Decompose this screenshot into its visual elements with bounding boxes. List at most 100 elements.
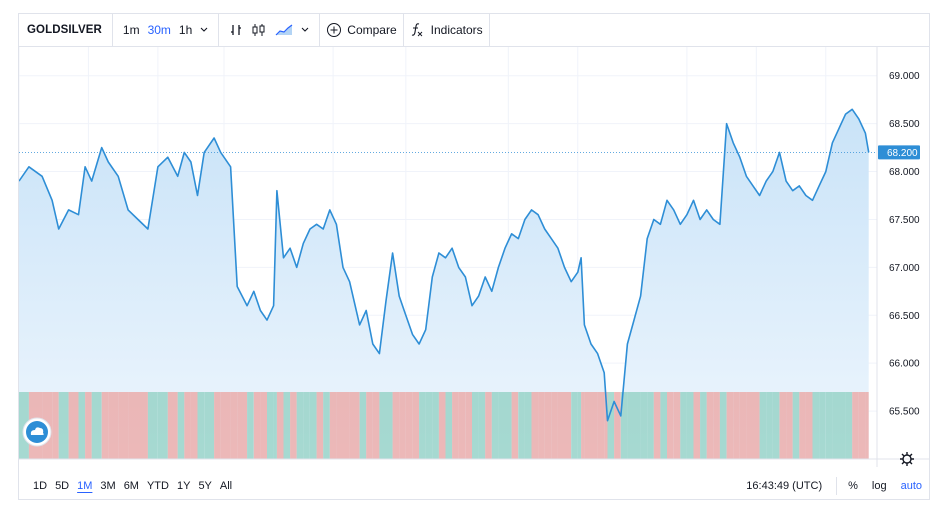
volume-bar: [366, 392, 373, 459]
volume-bar: [498, 392, 505, 459]
volume-bar: [19, 392, 29, 459]
log-toggle[interactable]: log: [871, 480, 887, 492]
interval-1m[interactable]: 1m: [122, 23, 140, 37]
range-6m[interactable]: 6M: [123, 480, 139, 492]
volume-bar: [865, 392, 869, 459]
volume-bar: [432, 392, 439, 459]
volume-bar: [197, 392, 205, 459]
bar-chart-icon[interactable]: [225, 23, 247, 37]
chart-style-group: [219, 14, 319, 46]
volume-bar: [604, 392, 608, 459]
volume-bar: [58, 392, 69, 459]
price-axis-label: 68.500: [889, 119, 920, 130]
chevron-down-icon[interactable]: [297, 27, 313, 33]
logo-badge[interactable]: [22, 417, 52, 447]
volume-bar: [425, 392, 433, 459]
volume-bar: [316, 392, 324, 459]
volume-bar: [726, 392, 734, 459]
volume-bar: [686, 392, 694, 459]
range-1y[interactable]: 1Y: [176, 480, 191, 492]
volume-bar: [359, 392, 367, 459]
price-area-fill: [19, 109, 869, 460]
volume-bar: [544, 392, 552, 459]
chevron-down-icon[interactable]: [196, 27, 212, 33]
indicators-button[interactable]: Indicators: [404, 14, 489, 46]
volume-bar: [276, 392, 284, 459]
volume-bar: [766, 392, 773, 459]
price-axis-label: 66.000: [889, 359, 920, 370]
volume-bar: [296, 392, 304, 459]
volume-bar: [108, 392, 119, 459]
volume-bar: [647, 392, 654, 459]
range-1d[interactable]: 1D: [33, 480, 48, 492]
volume-bar: [253, 392, 261, 459]
range-5d[interactable]: 5D: [55, 480, 70, 492]
price-axis-label: 67.000: [889, 263, 920, 274]
volume-bar: [693, 392, 701, 459]
volume-bar: [78, 392, 86, 459]
volume-bar: [438, 392, 446, 459]
plus-circle-icon: [326, 22, 342, 38]
volume-bar: [283, 392, 291, 459]
volume-bar: [247, 392, 254, 459]
volume-bar: [660, 392, 667, 459]
volume-bar: [733, 392, 740, 459]
symbol-name[interactable]: GOLDSILVER: [27, 24, 102, 36]
volume-bar: [349, 392, 360, 459]
chart-widget: GOLDSILVER 1m 30m 1h: [13, 13, 930, 500]
compare-button[interactable]: Compare: [320, 14, 402, 46]
volume-bar: [267, 392, 274, 459]
fx-icon: [410, 22, 424, 38]
range-all[interactable]: All: [219, 480, 233, 492]
volume-bar: [91, 392, 102, 459]
volume-bar: [518, 392, 525, 459]
volume-bar: [673, 392, 681, 459]
volume-bar: [620, 392, 628, 459]
price-axis-label: 66.500: [889, 311, 920, 322]
percent-toggle[interactable]: %: [848, 480, 858, 492]
interval-30m[interactable]: 30m: [147, 23, 171, 37]
volume-bar: [825, 392, 833, 459]
auto-toggle[interactable]: auto: [900, 480, 922, 492]
volume-bar: [323, 392, 330, 459]
area-chart-icon[interactable]: [271, 24, 297, 36]
bottom-bar: 1D 5D 1M 3M 6M YTD 1Y 5Y All 16:43:49 (U…: [19, 473, 929, 499]
volume-bar: [386, 392, 393, 459]
volume-bar: [746, 392, 753, 459]
price-axis-label: 68.000: [889, 167, 920, 178]
volume-bar: [478, 392, 486, 459]
gear-icon[interactable]: [900, 452, 914, 466]
volume-bar: [184, 392, 191, 459]
price-chart[interactable]: 69.000 68.500 68.000 67.500 67.000 66.500 66.0…: [13, 47, 929, 478]
volume-bar: [465, 392, 472, 459]
last-price-tag: [878, 145, 920, 160]
volume-bar: [607, 392, 615, 459]
range-ytd[interactable]: YTD: [146, 480, 169, 492]
volume-bar: [640, 392, 648, 459]
volume-bar: [597, 392, 605, 459]
range-5y[interactable]: 5Y: [198, 480, 212, 492]
volume-bar: [237, 392, 248, 459]
interval-1h[interactable]: 1h: [178, 23, 193, 37]
volume-bar: [832, 392, 839, 459]
volume-bar: [485, 392, 492, 459]
range-1m[interactable]: 1M: [77, 480, 93, 492]
volume-bar: [839, 392, 846, 459]
price-chart-svg[interactable]: 69.000 68.500 68.000 67.500 67.000 66.500 66.0…: [13, 47, 929, 478]
interval-group: 1m 30m 1h: [113, 14, 218, 46]
volume-bar: [273, 392, 277, 459]
volume-bar: [147, 392, 158, 459]
divider: [488, 14, 490, 46]
volume-bar: [204, 392, 215, 459]
utc-clock[interactable]: 16:43:49 (UTC): [746, 480, 823, 492]
price-axis[interactable]: 69.000 68.500 68.000 67.500 67.000 66.500 66.0…: [889, 71, 920, 417]
last-price-marker: 68.200: [19, 145, 920, 160]
candlestick-icon[interactable]: [247, 23, 271, 37]
volume-bar: [538, 392, 545, 459]
volume-bar: [101, 392, 109, 459]
volume-bar: [85, 392, 92, 459]
volume-bar: [557, 392, 565, 459]
range-3m[interactable]: 3M: [100, 480, 116, 492]
volume-bar: [405, 392, 413, 459]
volume-bar: [524, 392, 532, 459]
